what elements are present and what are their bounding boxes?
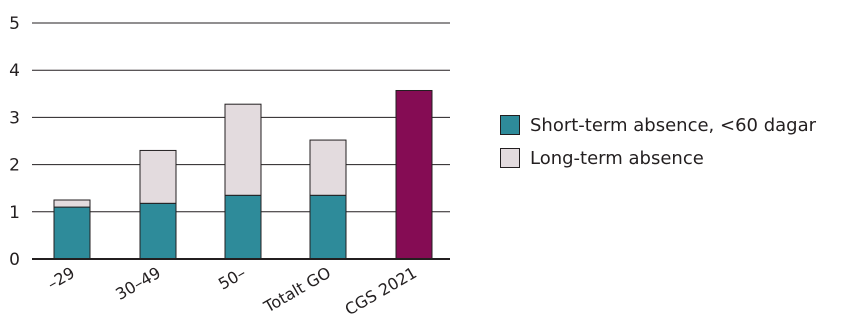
x-tick-label-2: 50–: [215, 263, 249, 294]
legend-label-long-term: Long-term absence: [530, 147, 704, 169]
bar-1-series-1: [139, 149, 177, 204]
y-axis-tick-labels: 0 1 2 3 4 5: [9, 14, 20, 270]
y-tick-label-4: 4: [9, 61, 20, 81]
legend-swatch-long-term: [500, 148, 520, 168]
y-tick-label-0: 0: [9, 250, 20, 270]
bar-2-series-0: [224, 194, 262, 260]
legend-swatch-short-term: [500, 115, 520, 135]
bar-2-series-1: [224, 103, 262, 196]
bar-3-series-1: [309, 139, 347, 196]
x-tick-label-3: Totalt GO: [260, 263, 334, 317]
y-tick-label-5: 5: [9, 14, 20, 34]
bar-4-total: [395, 89, 433, 260]
y-tick-label-3: 3: [9, 108, 20, 128]
legend: Short-term absence, <60 dagar Long-term …: [500, 111, 816, 177]
legend-label-short-term: Short-term absence, <60 dagar: [530, 114, 817, 136]
x-tick-label-0: –29: [44, 263, 78, 294]
x-tick-label-1: 30–49: [112, 263, 164, 304]
legend-item-long-term: Long-term absence: [500, 144, 816, 172]
y-tick-label-1: 1: [9, 203, 20, 223]
bars: [53, 89, 433, 260]
bar-3-series-0: [309, 194, 347, 260]
legend-item-short-term: Short-term absence, <60 dagar: [500, 111, 816, 139]
bar-0-series-1: [53, 199, 91, 208]
x-axis-tick-labels: –29 30–49 50– Totalt GO CGS 2021: [44, 263, 420, 319]
y-tick-label-2: 2: [9, 156, 20, 176]
bar-1-series-0: [139, 202, 177, 260]
x-tick-label-4: CGS 2021: [342, 263, 420, 319]
bar-0-series-0: [53, 206, 91, 260]
